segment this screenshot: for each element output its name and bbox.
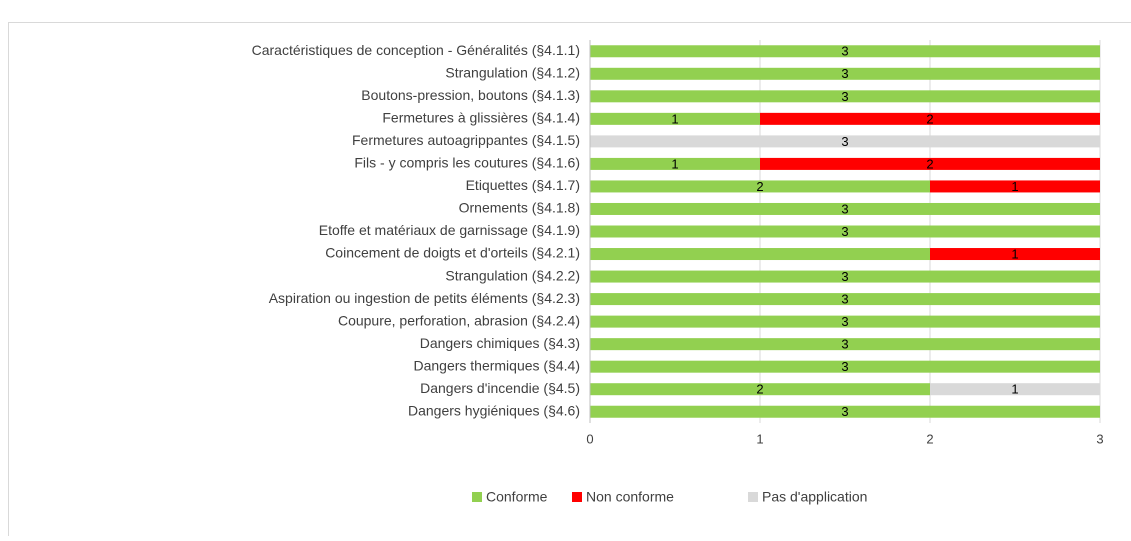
y-tick-label: Fermetures à glissières (§4.1.4)	[382, 110, 580, 126]
y-tick-label: Strangulation (§4.1.2)	[445, 64, 580, 80]
data-label: 1	[1011, 246, 1018, 261]
data-label: 3	[841, 404, 848, 419]
y-tick-label: Caractéristiques de conception - Général…	[252, 42, 580, 58]
data-label: 3	[841, 201, 848, 216]
y-tick-label: Dangers d'incendie (§4.5)	[420, 380, 580, 396]
y-tick-label: Fermetures autoagrippantes (§4.1.5)	[352, 132, 580, 148]
data-label: 3	[841, 314, 848, 329]
y-tick-label: Dangers hygiéniques (§4.6)	[408, 402, 580, 418]
data-label: 3	[841, 66, 848, 81]
y-tick-label: Strangulation (§4.2.2)	[445, 267, 580, 283]
x-tick-label: 2	[926, 431, 933, 446]
data-label: 3	[841, 292, 848, 307]
legend-label: Conforme	[486, 489, 548, 505]
y-tick-label: Fils - y compris les coutures (§4.1.6)	[354, 155, 580, 171]
legend-label: Non conforme	[586, 489, 674, 505]
y-tick-label: Dangers thermiques (§4.4)	[413, 357, 580, 373]
data-label: 3	[841, 224, 848, 239]
data-label: 1	[1011, 382, 1018, 397]
legend-label: Pas d'application	[762, 489, 867, 505]
data-label: 3	[841, 269, 848, 284]
legend-swatch	[472, 492, 482, 502]
y-tick-label: Boutons-pression, boutons (§4.1.3)	[361, 87, 580, 103]
data-label: 1	[671, 111, 678, 126]
data-label: 1	[1011, 179, 1018, 194]
data-label: 3	[841, 359, 848, 374]
data-label: 3	[841, 44, 848, 59]
y-tick-label: Etiquettes (§4.1.7)	[466, 177, 580, 193]
legend-swatch	[572, 492, 582, 502]
legend-swatch	[748, 492, 758, 502]
x-tick-label: 1	[756, 431, 763, 446]
y-tick-label: Aspiration ou ingestion de petits élémen…	[269, 290, 580, 306]
y-tick-label: Coupure, perforation, abrasion (§4.2.4)	[338, 312, 580, 328]
data-label: 3	[841, 89, 848, 104]
data-label: 2	[926, 111, 933, 126]
y-tick-label: Ornements (§4.1.8)	[459, 200, 580, 216]
y-tick-label: Dangers chimiques (§4.3)	[420, 335, 580, 351]
y-tick-label: Etoffe et matériaux de garnissage (§4.1.…	[319, 222, 580, 238]
x-tick-label: 3	[1096, 431, 1103, 446]
data-label: 2	[926, 156, 933, 171]
bar-segment	[590, 248, 930, 260]
y-tick-label: Coincement de doigts et d'orteils (§4.2.…	[325, 245, 580, 261]
data-label: 2	[756, 382, 763, 397]
data-label: 3	[841, 134, 848, 149]
data-label: 1	[671, 156, 678, 171]
x-tick-label: 0	[586, 431, 593, 446]
data-label: 3	[841, 337, 848, 352]
data-label: 2	[756, 179, 763, 194]
